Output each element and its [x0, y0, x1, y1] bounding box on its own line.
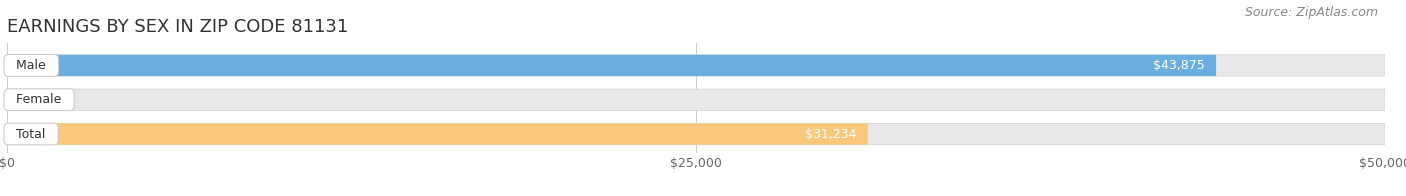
FancyBboxPatch shape [7, 123, 1385, 145]
Text: EARNINGS BY SEX IN ZIP CODE 81131: EARNINGS BY SEX IN ZIP CODE 81131 [7, 18, 349, 36]
Text: $31,234: $31,234 [806, 128, 856, 141]
Text: Female: Female [8, 93, 70, 106]
FancyBboxPatch shape [7, 89, 1385, 110]
Text: $0: $0 [28, 93, 44, 106]
FancyBboxPatch shape [7, 55, 1216, 76]
Text: Male: Male [8, 59, 55, 72]
FancyBboxPatch shape [7, 123, 868, 145]
Text: $43,875: $43,875 [1153, 59, 1205, 72]
Text: Source: ZipAtlas.com: Source: ZipAtlas.com [1244, 6, 1378, 19]
FancyBboxPatch shape [7, 55, 1385, 76]
Text: Total: Total [8, 128, 53, 141]
